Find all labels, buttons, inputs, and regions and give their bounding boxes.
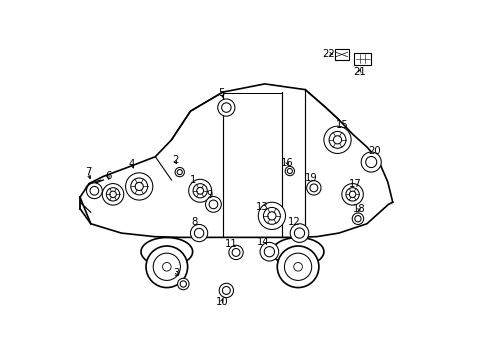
Circle shape	[180, 281, 187, 287]
Text: 20: 20	[368, 145, 381, 156]
Circle shape	[131, 178, 147, 195]
Circle shape	[175, 167, 184, 177]
Text: 2: 2	[172, 155, 178, 165]
Circle shape	[191, 225, 208, 242]
Circle shape	[287, 168, 293, 174]
Circle shape	[209, 200, 218, 209]
Circle shape	[146, 246, 188, 288]
Circle shape	[189, 179, 212, 202]
Circle shape	[285, 253, 312, 280]
Circle shape	[87, 183, 102, 199]
Circle shape	[290, 224, 309, 242]
Circle shape	[268, 212, 276, 220]
Circle shape	[294, 228, 305, 238]
Text: 9: 9	[206, 190, 212, 201]
Circle shape	[205, 197, 221, 212]
Text: 15: 15	[336, 121, 349, 130]
Text: 16: 16	[281, 158, 294, 168]
Text: 4: 4	[129, 159, 135, 169]
Circle shape	[349, 191, 356, 198]
Circle shape	[333, 136, 342, 144]
Circle shape	[366, 157, 377, 168]
Circle shape	[221, 103, 231, 112]
Circle shape	[125, 173, 153, 200]
Circle shape	[277, 246, 319, 288]
Circle shape	[195, 228, 204, 238]
Circle shape	[260, 242, 279, 261]
Text: 12: 12	[288, 217, 301, 227]
Text: 3: 3	[174, 268, 180, 278]
Circle shape	[258, 202, 286, 229]
Text: 11: 11	[225, 239, 238, 249]
Text: 8: 8	[192, 217, 198, 227]
Circle shape	[264, 247, 274, 257]
Circle shape	[219, 283, 234, 298]
Text: 21: 21	[353, 67, 366, 77]
Text: 10: 10	[216, 297, 228, 307]
Circle shape	[135, 183, 143, 190]
Text: 14: 14	[257, 237, 270, 247]
Text: 1: 1	[190, 175, 196, 185]
Circle shape	[110, 191, 116, 198]
Text: 13: 13	[256, 202, 269, 212]
Circle shape	[324, 126, 351, 153]
Circle shape	[177, 170, 182, 175]
Circle shape	[310, 184, 318, 192]
Circle shape	[106, 188, 120, 201]
Text: 18: 18	[353, 204, 366, 215]
Circle shape	[153, 253, 180, 280]
Circle shape	[307, 181, 321, 195]
Circle shape	[355, 216, 361, 222]
Circle shape	[361, 152, 381, 172]
Circle shape	[342, 184, 364, 205]
Circle shape	[294, 262, 302, 271]
Circle shape	[264, 207, 280, 224]
Text: 6: 6	[105, 171, 111, 181]
Circle shape	[177, 278, 189, 290]
Circle shape	[196, 187, 204, 194]
Circle shape	[285, 166, 294, 176]
FancyBboxPatch shape	[354, 53, 371, 65]
Circle shape	[102, 184, 124, 205]
Text: 19: 19	[305, 173, 318, 183]
Circle shape	[329, 131, 346, 148]
Circle shape	[346, 188, 359, 201]
Text: 17: 17	[349, 179, 362, 189]
Text: 7: 7	[85, 167, 91, 177]
Circle shape	[218, 99, 235, 116]
Circle shape	[193, 184, 207, 198]
Circle shape	[232, 248, 240, 256]
Circle shape	[90, 186, 98, 195]
Circle shape	[163, 262, 171, 271]
Circle shape	[229, 245, 243, 260]
Text: 5: 5	[219, 88, 225, 98]
Text: 22: 22	[322, 49, 335, 59]
Circle shape	[222, 287, 230, 294]
FancyBboxPatch shape	[335, 49, 349, 60]
Circle shape	[352, 213, 364, 225]
